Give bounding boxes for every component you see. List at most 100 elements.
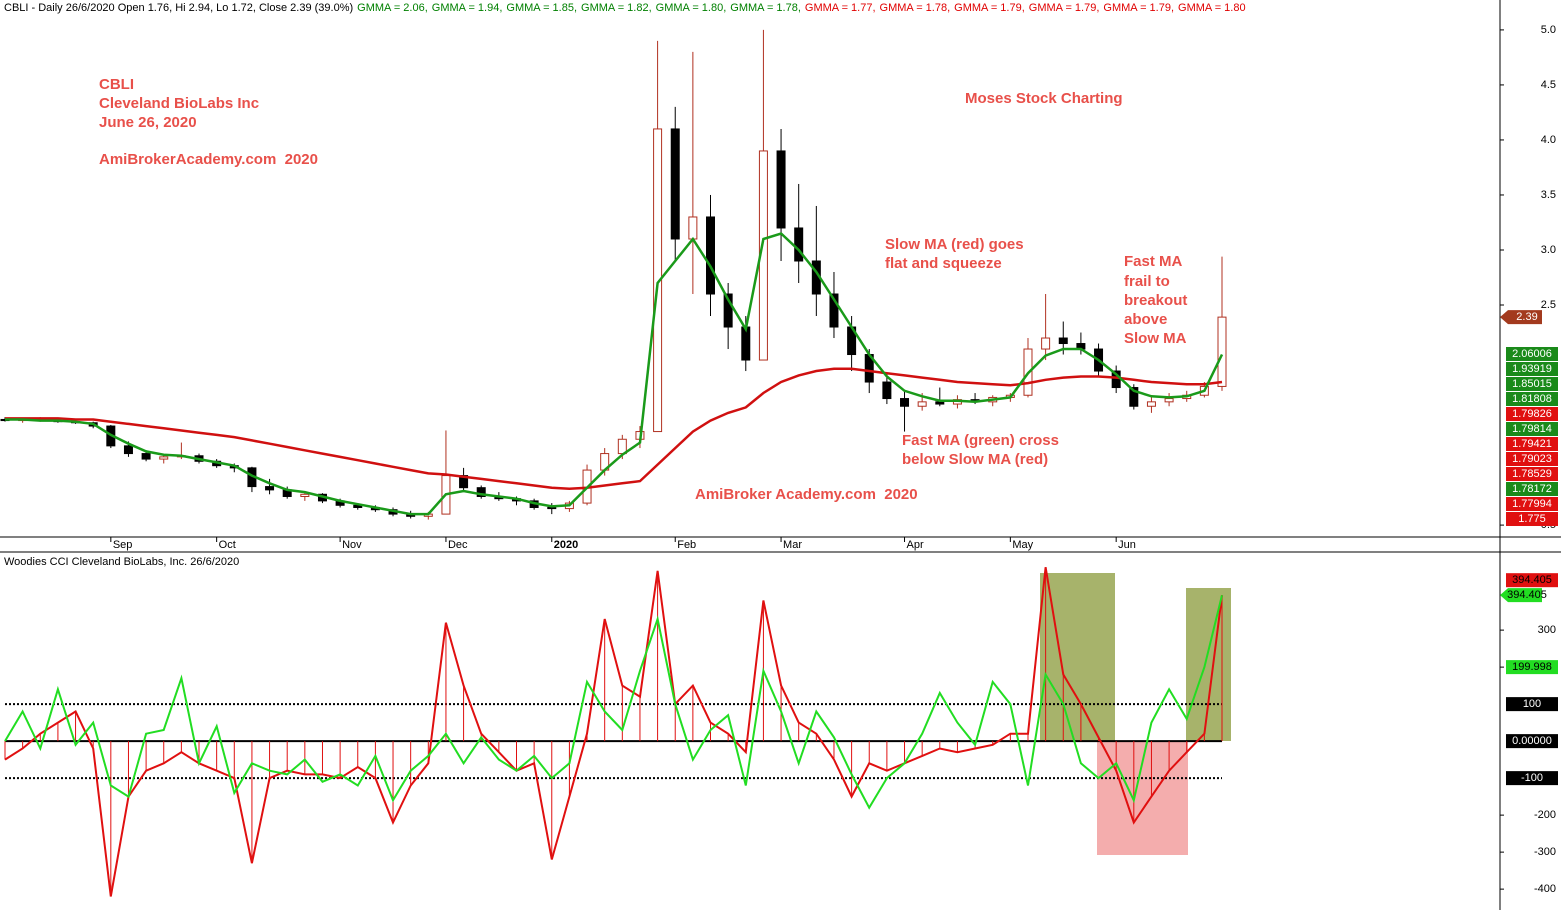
candle-body xyxy=(141,453,151,460)
annotation: Slow MA (red) goes xyxy=(885,236,1024,253)
value-box xyxy=(1506,497,1558,511)
value-box-label: 1.79826 xyxy=(1512,408,1552,420)
y-tick-label: 2.5 xyxy=(1541,299,1556,311)
annotation: AmiBroker Academy.com 2020 xyxy=(695,486,918,503)
value-box xyxy=(1506,392,1558,406)
y-tick-label: 300 xyxy=(1538,624,1556,636)
candle-body xyxy=(1129,387,1139,407)
y-tick-label: -200 xyxy=(1534,809,1556,821)
value-box xyxy=(1506,660,1558,675)
header-part: GMMA = 1.85, xyxy=(506,2,577,14)
y-tick-label: -400 xyxy=(1534,883,1556,895)
value-box xyxy=(1500,310,1542,325)
x-tick-label: Sep xyxy=(113,539,133,551)
x-tick-label: Dec xyxy=(448,539,468,551)
candle-body xyxy=(265,486,275,491)
value-box-label: 1.85015 xyxy=(1512,378,1552,390)
value-box-label: -100 xyxy=(1521,772,1543,784)
value-box-label: 1.79814 xyxy=(1512,423,1552,435)
value-box-label: 394.405 xyxy=(1512,574,1552,586)
candle-body xyxy=(476,487,486,497)
header-part: GMMA = 1.79, xyxy=(1029,2,1100,14)
value-box xyxy=(1506,467,1558,481)
header: CBLI - Daily 26/6/2020 Open 1.76, Hi 2.9… xyxy=(4,2,1246,14)
annotations: CBLI Cleveland BioLabs Inc June 26, 2020… xyxy=(99,76,1187,503)
candle-body xyxy=(900,398,910,407)
x-tick-label: Apr xyxy=(907,539,924,551)
header-part: CBLI - Daily 26/6/2020 Open 1.76, Hi 2.9… xyxy=(4,2,353,14)
x-tick-label: Jun xyxy=(1118,539,1136,551)
value-box xyxy=(1506,697,1558,712)
candle-body xyxy=(741,326,751,361)
value-box-label: 199.998 xyxy=(1512,661,1552,673)
value-box-label: 2.06006 xyxy=(1512,348,1552,360)
highlight-box xyxy=(1040,573,1115,741)
cci-line xyxy=(4,594,1223,810)
candle-body xyxy=(123,445,133,455)
annotation: frail to xyxy=(1124,273,1170,290)
value-box-label: 1.78172 xyxy=(1512,483,1552,495)
value-box xyxy=(1506,422,1558,436)
value-box xyxy=(1506,771,1558,786)
value-box xyxy=(1506,573,1558,588)
y-tick-label: 4.0 xyxy=(1541,134,1556,146)
value-box-label: 2.39 xyxy=(1516,311,1537,323)
header-part: GMMA = 1.78, xyxy=(730,2,801,14)
cci-line xyxy=(4,567,1223,897)
x-tick-label: 2020 xyxy=(554,539,578,551)
candle-body xyxy=(688,216,698,240)
annotation: AmiBrokerAcademy.com 2020 xyxy=(99,151,318,168)
candle-body xyxy=(882,381,892,400)
candle-body xyxy=(159,456,169,460)
candle-body xyxy=(300,493,310,497)
annotation: flat and squeeze xyxy=(885,255,1002,272)
value-box xyxy=(1506,437,1558,451)
header-part: GMMA = 1.82, xyxy=(581,2,652,14)
header-part: GMMA = 1.94, xyxy=(432,2,503,14)
candle-body xyxy=(794,227,804,262)
candle-body xyxy=(935,401,945,405)
annotation: June 26, 2020 xyxy=(99,114,197,131)
annotation: Cleveland BioLabs Inc xyxy=(99,95,259,112)
y-tick-label: 3.5 xyxy=(1541,189,1556,201)
candle-body xyxy=(776,150,786,229)
y-tick-label: 5.0 xyxy=(1541,24,1556,36)
annotation: Fast MA (green) cross xyxy=(902,432,1059,449)
value-box xyxy=(1506,512,1558,526)
value-box xyxy=(1506,377,1558,391)
candle-body xyxy=(1164,398,1174,403)
value-box-label: 1.78529 xyxy=(1512,468,1552,480)
header-part: GMMA = 1.80 xyxy=(1178,2,1246,14)
annotation: Fast MA xyxy=(1124,253,1183,270)
value-box-label: 1.81808 xyxy=(1512,393,1552,405)
annotation: CBLI xyxy=(99,76,134,93)
value-box xyxy=(1506,734,1558,749)
value-box-label: 100 xyxy=(1523,698,1541,710)
header-part: GMMA = 1.79, xyxy=(954,2,1025,14)
candle-body xyxy=(1041,337,1051,350)
x-tick-label: Nov xyxy=(342,539,362,551)
value-box-label: 1.775 xyxy=(1518,513,1546,525)
y-tick-label: -300 xyxy=(1534,846,1556,858)
annotation: below Slow MA (red) xyxy=(902,451,1048,468)
x-tick-label: Mar xyxy=(783,539,802,551)
annotation: breakout xyxy=(1124,292,1187,309)
x-tick-label: Feb xyxy=(677,539,696,551)
value-box-label: 0.00000 xyxy=(1512,735,1552,747)
annotation: Slow MA xyxy=(1124,330,1187,347)
indicator-title: Woodies CCI Cleveland BioLabs, Inc. 26/6… xyxy=(4,556,239,568)
y-tick-label: 3.0 xyxy=(1541,244,1556,256)
value-box xyxy=(1506,482,1558,496)
value-box xyxy=(1500,588,1542,603)
annotation: above xyxy=(1124,311,1167,328)
candle-body xyxy=(653,128,663,433)
x-tick-label: Oct xyxy=(219,539,236,551)
value-box xyxy=(1506,452,1558,466)
candle-body xyxy=(670,128,680,240)
value-box xyxy=(1506,362,1558,376)
header-part: GMMA = 1.80, xyxy=(656,2,727,14)
candle-body xyxy=(829,293,839,328)
value-box-label: 1.93919 xyxy=(1512,363,1552,375)
candle-body xyxy=(1058,337,1068,345)
